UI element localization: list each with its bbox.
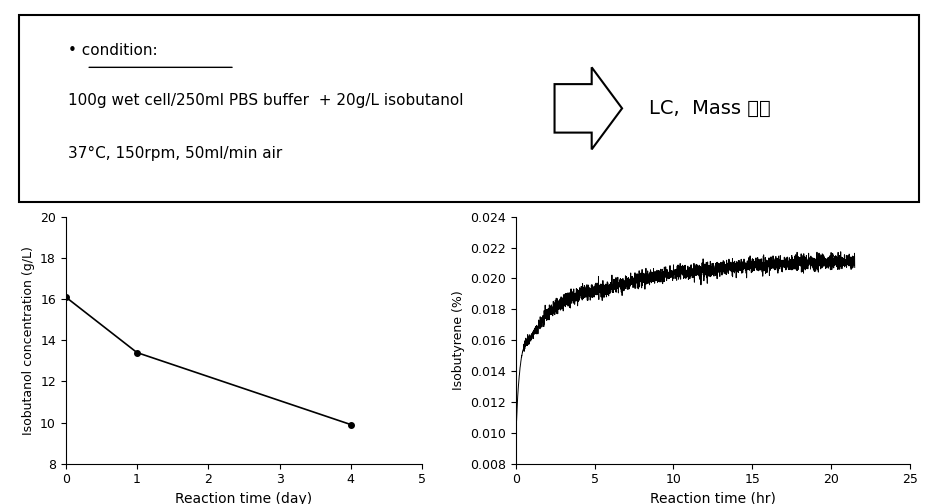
Text: 100g wet cell/250ml PBS buffer  + 20g/L isobutanol: 100g wet cell/250ml PBS buffer + 20g/L i… <box>68 93 463 108</box>
X-axis label: Reaction time (hr): Reaction time (hr) <box>650 492 776 504</box>
Text: 37°C, 150rpm, 50ml/min air: 37°C, 150rpm, 50ml/min air <box>68 146 282 161</box>
X-axis label: Reaction time (day): Reaction time (day) <box>175 492 312 504</box>
Text: • condition:: • condition: <box>68 43 158 58</box>
Y-axis label: Isobutanol concentration (g/L): Isobutanol concentration (g/L) <box>22 246 35 434</box>
Y-axis label: Isobutyrene (%): Isobutyrene (%) <box>451 290 464 390</box>
Polygon shape <box>554 68 622 149</box>
Text: LC,  Mass 분석: LC, Mass 분석 <box>649 99 771 118</box>
